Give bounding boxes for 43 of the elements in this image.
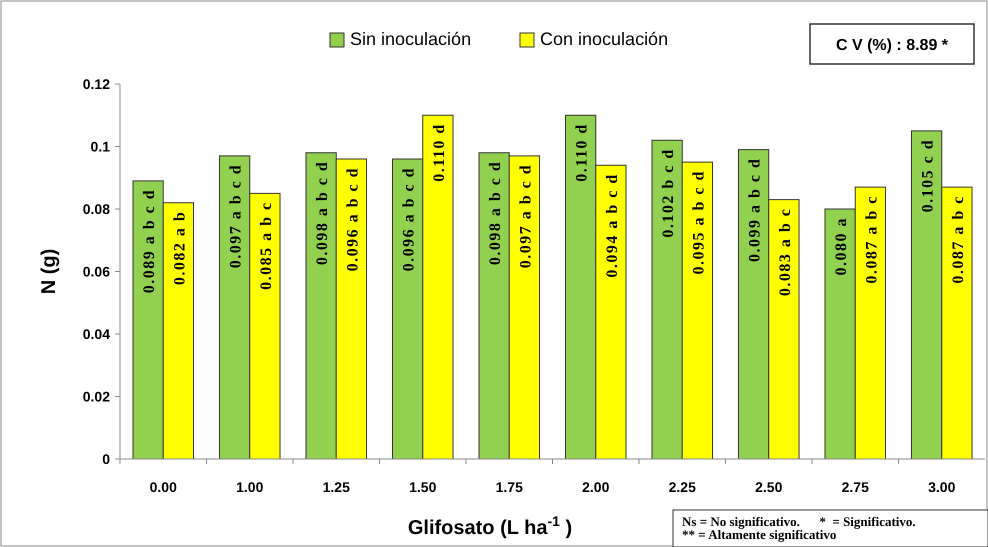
- data-label: 0.096 a b c d: [400, 167, 418, 272]
- y-tick-label: 0.1: [90, 138, 110, 154]
- y-tick-label: 0.04: [82, 326, 110, 342]
- data-label: 0.087 a b c: [950, 195, 967, 284]
- x-tick-label: 1.00: [236, 479, 264, 495]
- legend-label: Con inoculación: [540, 29, 668, 49]
- data-label: 0.097 a b c d: [228, 164, 245, 268]
- y-tick-label: 0: [102, 451, 110, 467]
- x-tick-label: 2.50: [755, 479, 783, 495]
- x-tick-label: 1.25: [322, 479, 350, 495]
- x-tick-label: 2.00: [582, 479, 610, 495]
- data-label: 0.097 a b c d: [517, 164, 534, 268]
- text: Ns = No significativo. * = Significativo.: [682, 514, 916, 529]
- x-tick-label: 1.50: [409, 479, 437, 495]
- x-tick-label: 1.75: [496, 479, 524, 495]
- data-label: 0.089 a b c d: [141, 188, 158, 294]
- y-tick-label: 0.06: [82, 264, 110, 280]
- y-axis-title: N (g): [38, 248, 60, 294]
- data-label: 0.094 a b c d: [604, 173, 621, 278]
- data-label: 0.083 a b c: [776, 208, 794, 296]
- data-label: 0.098 a b c d: [487, 160, 504, 266]
- data-label: 0.098 a b c d: [314, 160, 332, 266]
- data-label: 0.082 a b: [171, 210, 188, 286]
- data-label: 0.085 a b c: [258, 201, 275, 290]
- data-label: 0.099 a b c d: [746, 158, 764, 262]
- text: C V (%) : 8.89 *: [836, 37, 949, 54]
- data-label: 0.110 d: [430, 123, 448, 182]
- data-label: 0.087 a b c: [863, 195, 880, 284]
- x-tick-label: 3.00: [928, 479, 956, 495]
- y-tick-label: 0.12: [82, 76, 110, 92]
- data-label: 0.096 a b c d: [344, 167, 362, 272]
- x-tick-label: 0.00: [150, 479, 178, 495]
- data-label: 0.095 a b c d: [690, 170, 708, 275]
- y-tick-label: 0.02: [82, 388, 110, 404]
- legend-label: Sin inoculación: [350, 29, 472, 49]
- x-tick-label: 2.75: [842, 479, 870, 495]
- x-axis-title: Glifosato (L ha$^{-1}$ ): [408, 513, 572, 539]
- y-tick-label: 0.08: [82, 201, 110, 217]
- data-label: 0.102 b c d: [660, 148, 678, 238]
- data-label: 0.110 d: [574, 123, 591, 182]
- data-label: 0.080 a: [833, 217, 850, 276]
- x-tick-label: 2.25: [668, 479, 696, 495]
- data-label: 0.105 c d: [920, 138, 937, 212]
